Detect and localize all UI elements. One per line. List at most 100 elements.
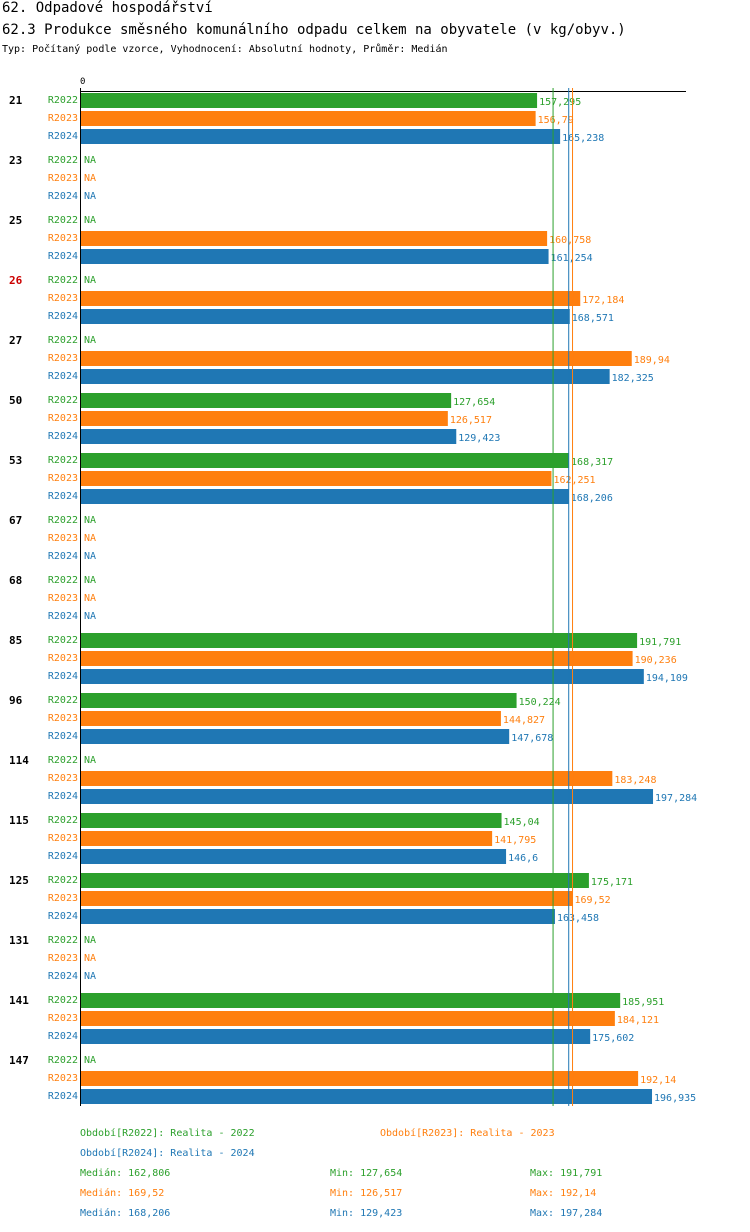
group-label-141: 141	[9, 994, 29, 1007]
bar-115-r2024	[81, 849, 507, 864]
value-label: 191,791	[639, 637, 681, 648]
legend-period-2024: Období[R2024]: Realita - 2024	[80, 1148, 255, 1159]
na-label: NA	[84, 935, 96, 946]
value-label: 192,14	[640, 1075, 676, 1086]
series-label-r2024: R2024	[48, 311, 78, 322]
group-label-53: 53	[9, 454, 22, 467]
value-label: 150,224	[519, 697, 561, 708]
bar-53-r2024	[81, 489, 569, 504]
bar-85-r2022	[81, 633, 638, 648]
series-label-r2022: R2022	[48, 215, 78, 226]
series-label-r2024: R2024	[48, 131, 78, 142]
group-label-96: 96	[9, 694, 23, 707]
group-label-115: 115	[9, 814, 29, 827]
bar-21-r2024	[81, 129, 561, 144]
bar-50-r2023	[81, 411, 448, 426]
bar-114-r2024	[81, 789, 654, 804]
series-label-r2024: R2024	[48, 791, 78, 802]
value-label: 163,458	[557, 913, 599, 924]
series-label-r2024: R2024	[48, 611, 78, 622]
series-label-r2024: R2024	[48, 911, 78, 922]
legend-max-2024: Max: 197,284	[530, 1208, 603, 1219]
bar-21-r2022	[81, 93, 538, 108]
series-label-r2023: R2023	[48, 353, 78, 364]
value-label: 168,571	[572, 313, 614, 324]
chart-meta: Typ: Počítaný podle vzorce, Vyhodnocení:…	[2, 44, 448, 55]
bar-141-r2024	[81, 1029, 591, 1044]
bar-115-r2023	[81, 831, 493, 846]
bar-25-r2023	[81, 231, 548, 246]
series-label-r2024: R2024	[48, 671, 78, 682]
series-label-r2024: R2024	[48, 1091, 78, 1102]
series-label-r2023: R2023	[48, 473, 78, 484]
legend-median-2024: Medián: 168,206	[80, 1208, 171, 1219]
series-label-r2024: R2024	[48, 431, 78, 442]
value-label: 175,602	[592, 1033, 634, 1044]
value-label: 175,171	[591, 877, 633, 888]
value-label: 144,827	[503, 715, 545, 726]
bar-26-r2023	[81, 291, 581, 306]
series-label-r2024: R2024	[48, 191, 78, 202]
series-label-r2023: R2023	[48, 833, 78, 844]
group-label-21: 21	[9, 94, 23, 107]
series-label-r2023: R2023	[48, 593, 78, 604]
bar-27-r2023	[81, 351, 632, 366]
series-label-r2022: R2022	[48, 95, 78, 106]
bar-25-r2024	[81, 249, 549, 264]
series-label-r2024: R2024	[48, 1031, 78, 1042]
group-label-68: 68	[9, 574, 22, 587]
group-label-26: 26	[9, 274, 23, 287]
series-label-r2023: R2023	[48, 653, 78, 664]
series-label-r2023: R2023	[48, 1073, 78, 1084]
series-label-r2022: R2022	[48, 995, 78, 1006]
series-label-r2023: R2023	[48, 113, 78, 124]
series-label-r2022: R2022	[48, 695, 78, 706]
value-label: 157,295	[539, 97, 581, 108]
na-label: NA	[84, 551, 96, 562]
value-label: 160,758	[549, 235, 591, 246]
bar-50-r2024	[81, 429, 457, 444]
value-label: 126,517	[450, 415, 492, 426]
value-label: 141,795	[494, 835, 536, 846]
value-label: 145,04	[504, 817, 540, 828]
bar-114-r2023	[81, 771, 613, 786]
bar-53-r2022	[81, 453, 570, 468]
bar-26-r2024	[81, 309, 570, 324]
na-label: NA	[84, 611, 96, 622]
na-label: NA	[84, 215, 96, 226]
bar-chart: 0 21 R2022 157,295 R2023 156,79 R2024 165,238 23…	[9, 77, 697, 1106]
value-label: 183,248	[614, 775, 656, 786]
series-label-r2022: R2022	[48, 515, 78, 526]
group-label-125: 125	[9, 874, 29, 887]
value-label: 165,238	[562, 133, 604, 144]
legend-median-2022: Medián: 162,806	[80, 1168, 171, 1179]
bar-125-r2022	[81, 873, 589, 888]
legend-max-2022: Max: 191,791	[530, 1168, 603, 1179]
series-label-r2023: R2023	[48, 533, 78, 544]
value-label: 184,121	[617, 1015, 659, 1026]
bar-125-r2024	[81, 909, 555, 924]
value-label: 194,109	[646, 673, 688, 684]
series-label-r2023: R2023	[48, 773, 78, 784]
series-label-r2023: R2023	[48, 713, 78, 724]
group-label-25: 25	[9, 214, 22, 227]
group-label-50: 50	[9, 394, 22, 407]
series-label-r2022: R2022	[48, 455, 78, 466]
value-label: 185,951	[622, 997, 664, 1008]
series-label-r2023: R2023	[48, 893, 78, 904]
value-label: 190,236	[635, 655, 677, 666]
series-label-r2023: R2023	[48, 293, 78, 304]
series-label-r2022: R2022	[48, 875, 78, 886]
value-label: 127,654	[453, 397, 495, 408]
value-label: 168,206	[571, 493, 613, 504]
na-label: NA	[84, 173, 96, 184]
legend-min-2023: Min: 126,517	[330, 1188, 403, 1199]
series-label-r2024: R2024	[48, 731, 78, 742]
bar-115-r2022	[81, 813, 502, 828]
series-label-r2023: R2023	[48, 953, 78, 964]
series-label-r2023: R2023	[48, 233, 78, 244]
group-label-114: 114	[9, 754, 29, 767]
chart-title: 62. Odpadové hospodářství	[2, 0, 213, 16]
series-label-r2022: R2022	[48, 755, 78, 766]
group-label-131: 131	[9, 934, 29, 947]
